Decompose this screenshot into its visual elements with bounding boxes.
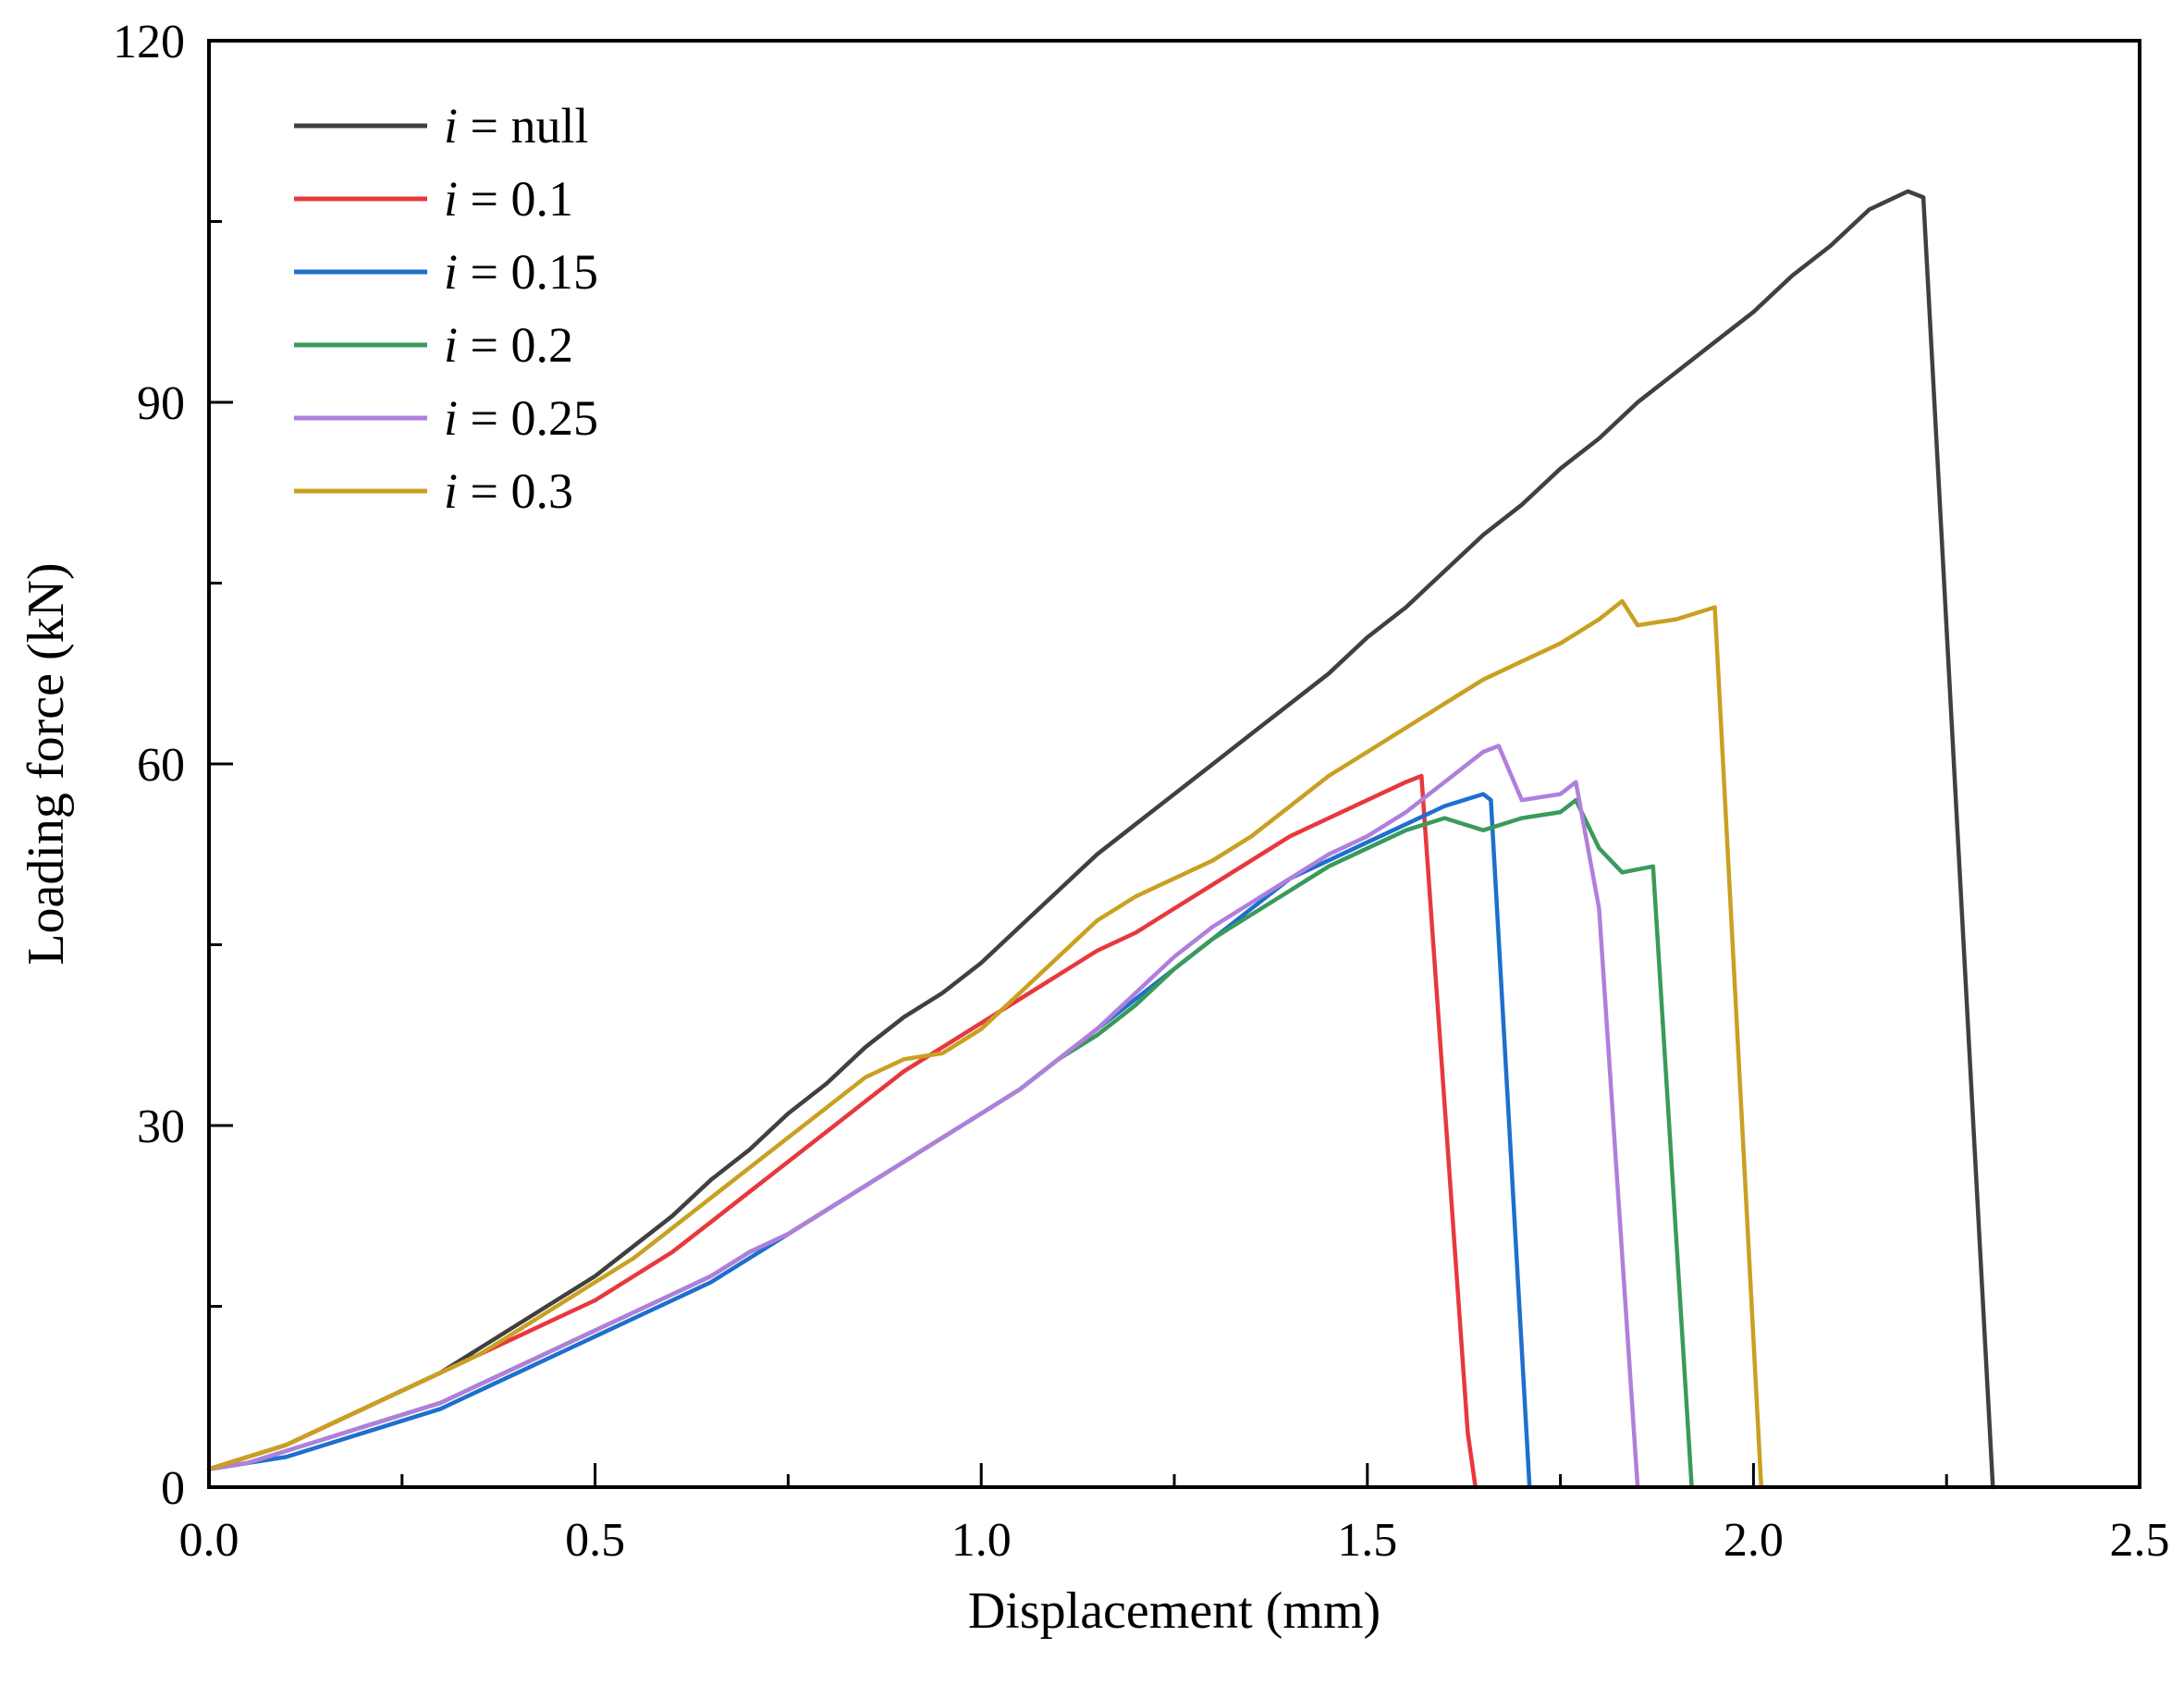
y-tick-label: 120 [113, 16, 185, 68]
y-tick-label: 30 [137, 1101, 185, 1153]
y-axis-title: Loading force (kN) [18, 562, 75, 965]
x-axis: 0.0 0.5 1.0 1.5 2.0 2.5 [179, 1463, 2170, 1567]
y-tick-label: 0 [161, 1462, 185, 1515]
legend-label: i = 0.15 [444, 244, 598, 300]
legend-label: i = 0.25 [444, 390, 598, 446]
y-tick-label: 90 [137, 377, 185, 430]
legend-value: = 0.1 [458, 171, 573, 227]
x-tick-label: 2.5 [2110, 1514, 2170, 1567]
legend-var: i [444, 98, 458, 154]
legend-var: i [444, 171, 458, 227]
legend-var: i [444, 390, 458, 446]
x-tick-label: 1.0 [951, 1514, 1012, 1567]
legend-value: = null [458, 98, 588, 154]
y-tick-label: 60 [137, 739, 185, 792]
legend-value: = 0.3 [458, 463, 573, 519]
legend-label: i = 0.2 [444, 317, 573, 373]
x-tick-label: 0.0 [179, 1514, 239, 1567]
x-tick-label: 0.5 [565, 1514, 625, 1567]
legend-var: i [444, 244, 458, 300]
legend-var: i [444, 463, 458, 519]
legend-value: = 0.25 [458, 390, 598, 446]
series-layer [206, 189, 1995, 1490]
y-axis: 0 30 60 90 120 [113, 16, 233, 1515]
legend-label: i = null [444, 98, 588, 154]
legend-value: = 0.2 [458, 317, 573, 373]
x-tick-label: 1.5 [1337, 1514, 1397, 1567]
legend-var: i [444, 317, 458, 373]
legend-label: i = 0.1 [444, 171, 573, 227]
x-axis-title: Displacement (mm) [968, 1582, 1380, 1640]
legend-value: = 0.15 [458, 244, 598, 300]
legend-label: i = 0.3 [444, 463, 573, 519]
series-line-0 [206, 189, 1995, 1490]
series-line-5 [206, 598, 1764, 1490]
series-line-4 [206, 744, 1640, 1490]
x-tick-label: 2.0 [1724, 1514, 1784, 1567]
